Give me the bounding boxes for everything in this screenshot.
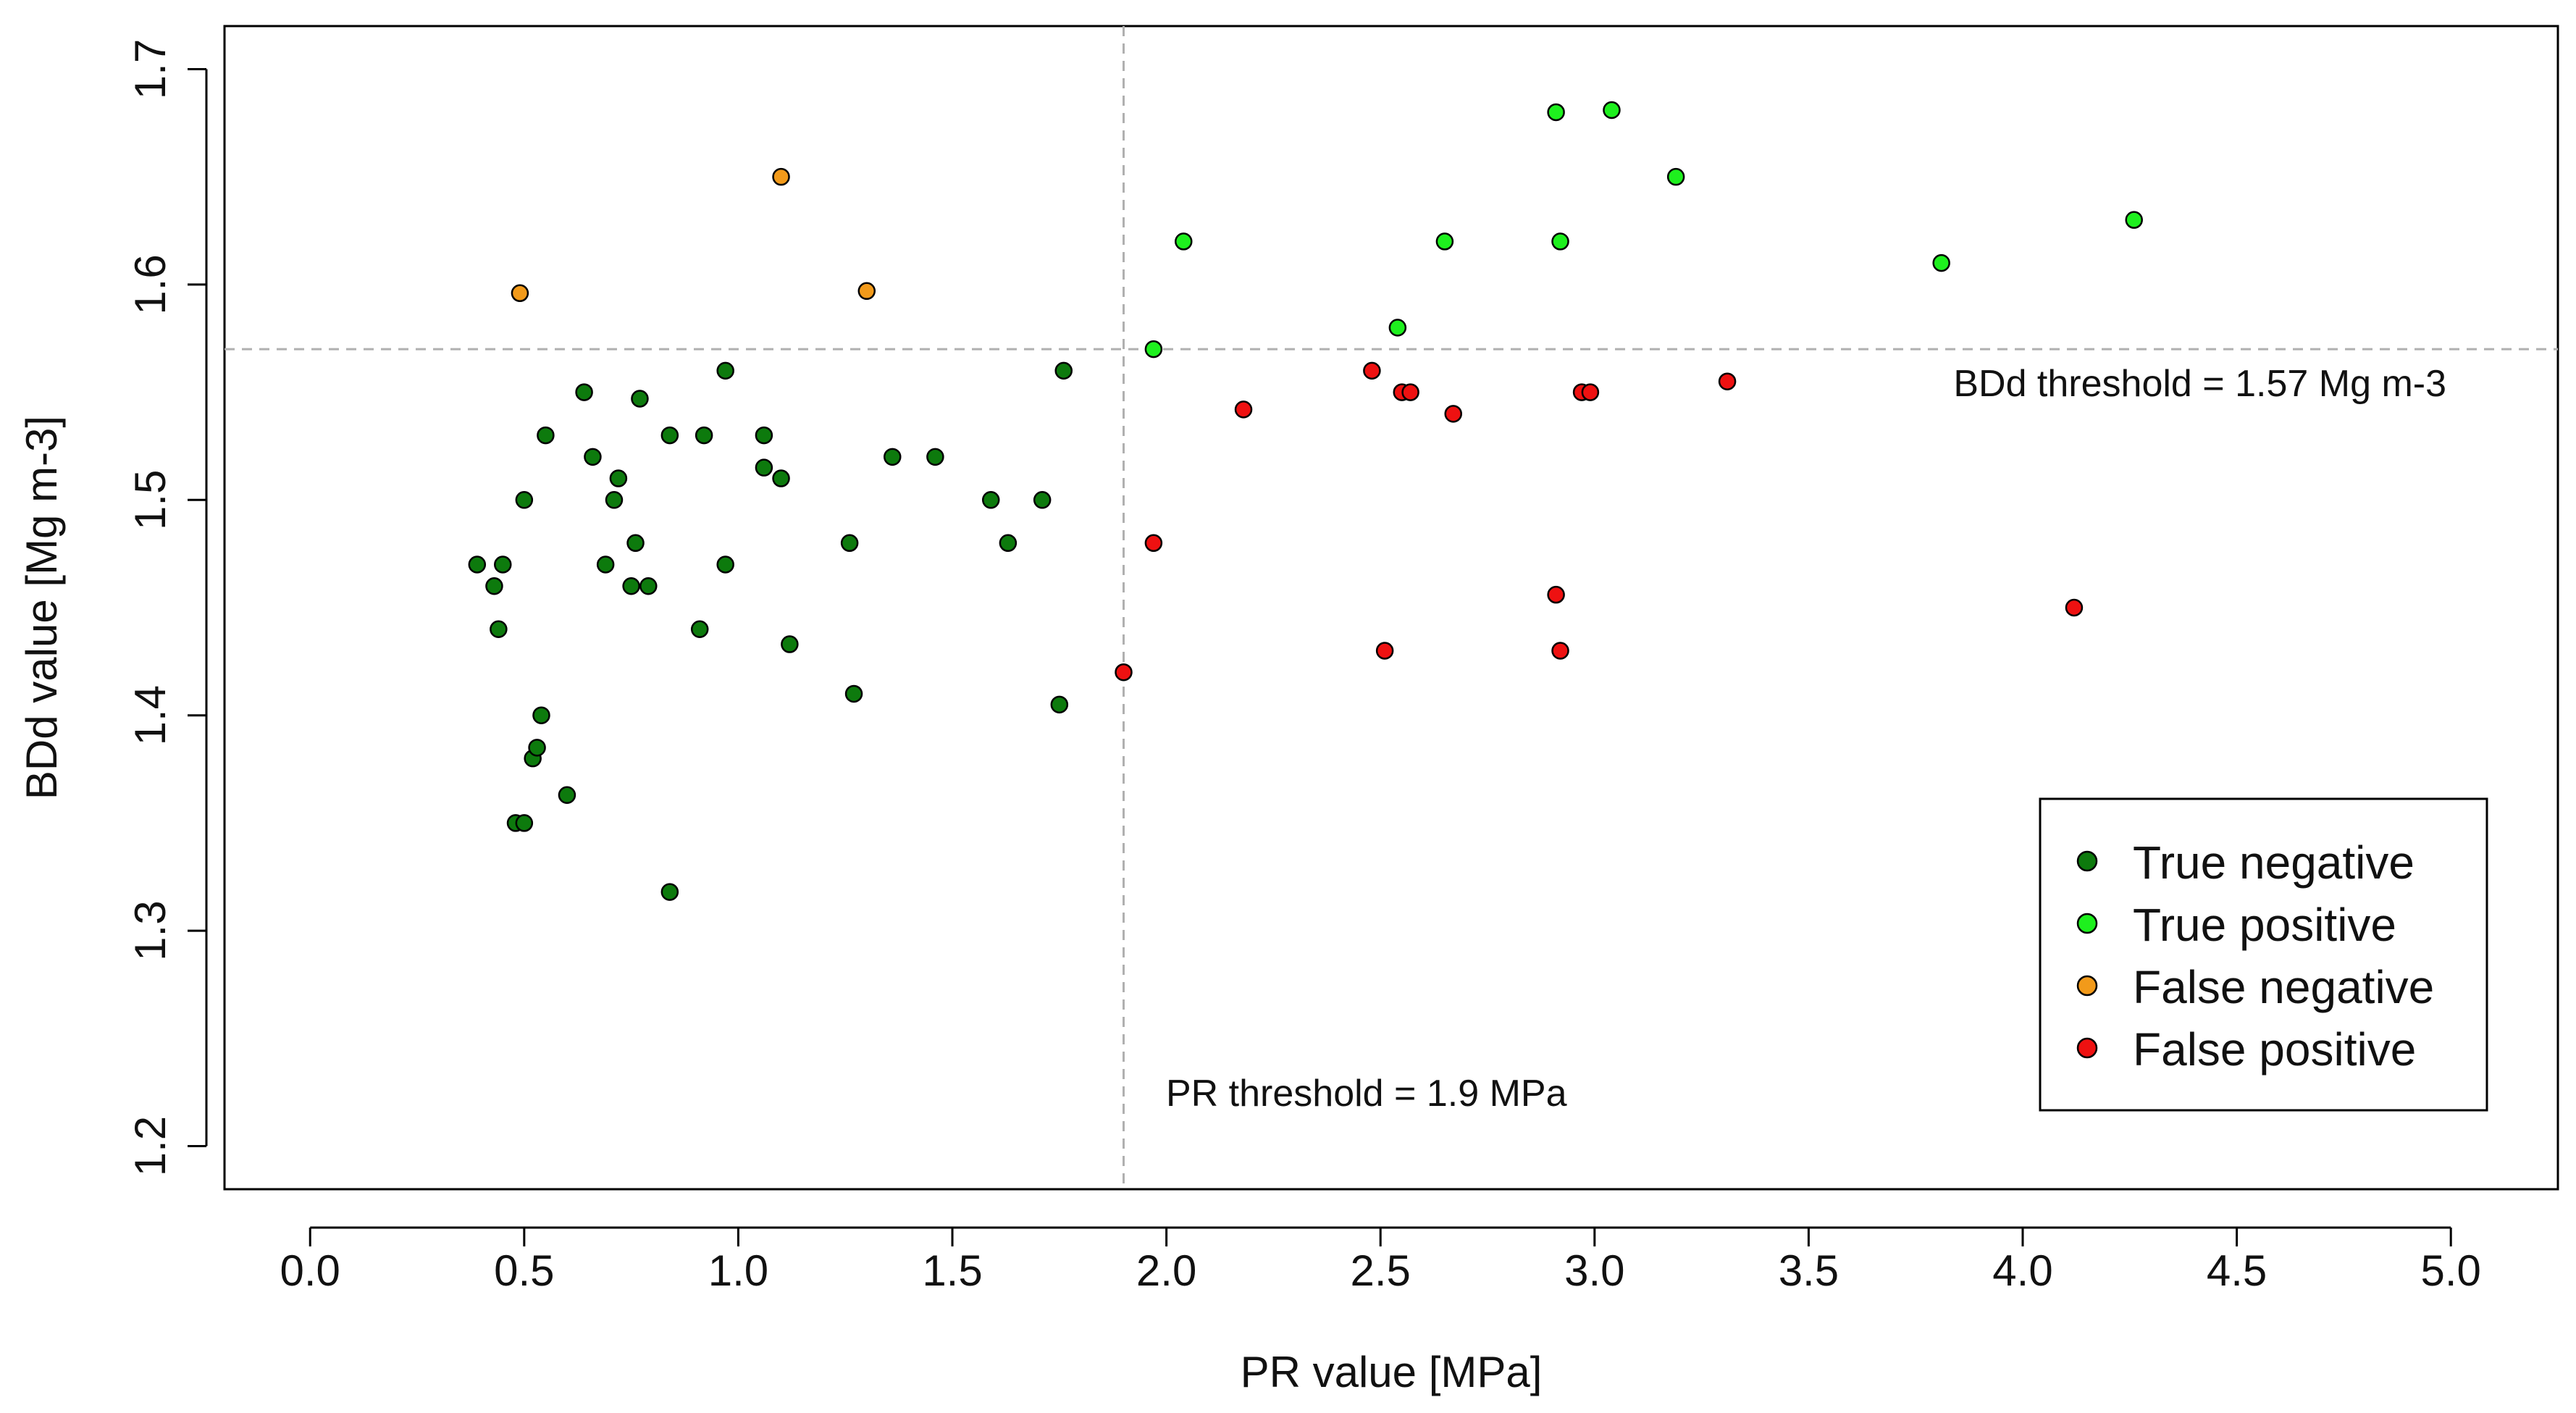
point-true-negative	[639, 577, 658, 595]
y-axis-title: BDd value [Mg m-3]	[17, 416, 66, 800]
point-true-negative	[660, 883, 679, 901]
y-tick-label: 1.6	[126, 254, 175, 314]
point-true-negative	[755, 458, 773, 477]
point-true-negative	[981, 491, 1000, 509]
legend-swatch-false-positive	[2076, 1037, 2098, 1059]
point-false-positive	[2065, 598, 2084, 617]
point-false-positive	[1234, 401, 1253, 419]
point-true-negative	[584, 448, 602, 466]
point-false-positive	[1401, 383, 1419, 401]
y-tick-label: 1.3	[126, 900, 175, 960]
x-tick-label: 0.5	[494, 1246, 554, 1295]
point-true-negative	[494, 555, 512, 574]
x-tick-label: 4.5	[2207, 1246, 2267, 1295]
legend-box	[2039, 797, 2488, 1112]
point-true-negative	[558, 786, 576, 804]
point-true-negative	[884, 448, 902, 466]
point-true-negative	[660, 426, 679, 445]
pr-threshold-label: PR threshold = 1.9 MPa	[1166, 1073, 1567, 1115]
legend-swatch-false-negative	[2076, 975, 2098, 997]
point-true-negative	[575, 383, 593, 401]
point-true-positive	[1144, 340, 1163, 359]
point-true-negative	[840, 534, 859, 553]
x-tick-label: 3.5	[1779, 1246, 1839, 1295]
point-true-negative	[844, 684, 863, 703]
y-tick-label: 1.4	[126, 685, 175, 745]
point-true-positive	[1666, 167, 1685, 186]
point-true-negative	[528, 739, 546, 757]
x-tick-label: 2.5	[1351, 1246, 1411, 1295]
point-true-positive	[1603, 101, 1621, 120]
point-true-positive	[1551, 232, 1569, 251]
y-tick-label: 1.5	[126, 470, 175, 530]
point-false-positive	[1144, 534, 1163, 553]
point-true-positive	[1932, 253, 1950, 272]
point-true-negative	[537, 426, 555, 445]
x-axis-title: PR value [MPa]	[1241, 1348, 1543, 1396]
x-tick-label: 4.0	[1992, 1246, 2052, 1295]
legend-label-false-positive: False positive	[2133, 1023, 2416, 1076]
point-false-negative	[772, 167, 790, 186]
point-true-negative	[515, 491, 534, 509]
point-true-negative	[781, 635, 799, 653]
point-true-positive	[1388, 319, 1407, 337]
x-tick-label: 1.5	[922, 1246, 982, 1295]
y-tick-label: 1.2	[126, 1116, 175, 1176]
point-true-negative	[1050, 695, 1069, 714]
bdd-threshold-label: BDd threshold = 1.57 Mg m-3	[1953, 363, 2446, 405]
point-true-negative	[716, 555, 734, 574]
legend-label-false-negative: False negative	[2133, 961, 2434, 1013]
point-true-positive	[2125, 211, 2143, 229]
point-true-positive	[1175, 232, 1193, 251]
point-true-positive	[1435, 232, 1454, 251]
point-true-negative	[695, 426, 713, 445]
y-tick-label: 1.7	[126, 39, 175, 99]
legend-label-true-negative: True negative	[2133, 837, 2415, 889]
point-true-negative	[999, 534, 1018, 553]
point-true-negative	[626, 534, 645, 553]
point-true-negative	[1054, 361, 1073, 380]
legend-label-true-positive: True positive	[2133, 899, 2396, 951]
point-false-positive	[1551, 642, 1569, 660]
point-true-positive	[1547, 103, 1565, 122]
point-true-negative	[596, 555, 615, 574]
x-tick-label: 1.0	[708, 1246, 768, 1295]
point-false-positive	[1375, 642, 1394, 660]
point-true-negative	[926, 448, 944, 466]
plot-frame	[223, 25, 2559, 1191]
point-false-positive	[1444, 405, 1462, 423]
point-true-negative	[772, 469, 790, 487]
point-true-negative	[515, 814, 534, 832]
point-false-negative	[857, 282, 876, 301]
point-true-negative	[716, 361, 734, 380]
point-false-positive	[1115, 663, 1133, 682]
point-false-positive	[1547, 585, 1565, 604]
x-tick-label: 2.0	[1136, 1246, 1196, 1295]
x-tick-label: 3.0	[1564, 1246, 1624, 1295]
point-false-positive	[1581, 383, 1600, 401]
point-true-negative	[485, 577, 503, 595]
legend-swatch-true-negative	[2076, 850, 2098, 872]
point-true-negative	[631, 390, 649, 408]
point-true-negative	[690, 620, 709, 638]
point-true-negative	[1033, 491, 1052, 509]
point-true-negative	[609, 469, 628, 487]
point-true-negative	[468, 555, 487, 574]
point-false-positive	[1718, 372, 1737, 390]
x-tick-label: 5.0	[2420, 1246, 2480, 1295]
x-tick-label: 0.0	[280, 1246, 340, 1295]
point-true-negative	[532, 706, 550, 724]
point-false-negative	[511, 284, 529, 303]
legend-swatch-true-positive	[2076, 913, 2098, 934]
point-true-negative	[605, 491, 624, 509]
point-false-positive	[1363, 361, 1381, 380]
point-true-negative	[490, 620, 508, 638]
point-true-negative	[755, 426, 773, 445]
point-true-negative	[622, 577, 640, 595]
